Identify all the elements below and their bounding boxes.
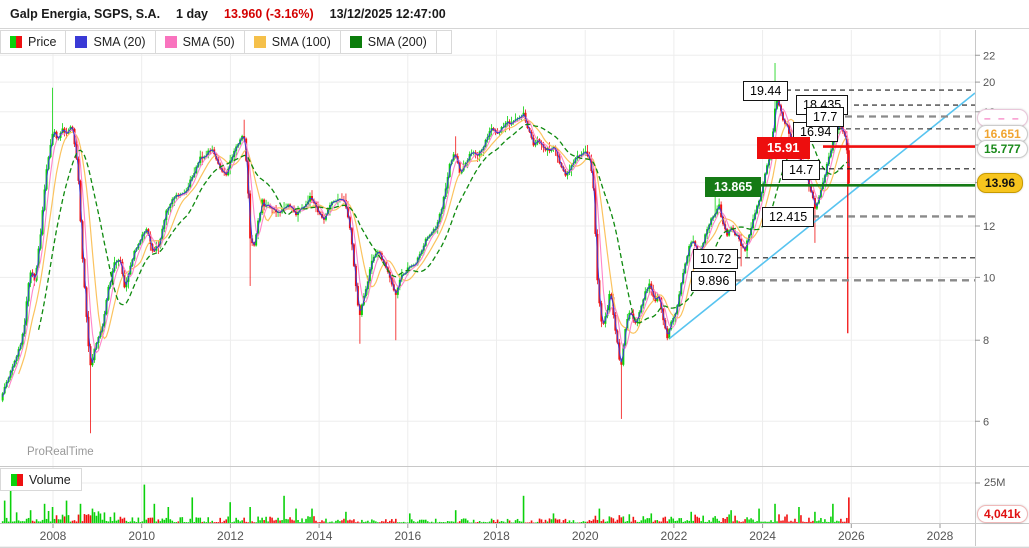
legend-item-sma-50[interactable]: SMA (50) <box>155 30 245 54</box>
level-annotation-19-44[interactable]: 19.44 <box>743 81 789 101</box>
year-tick-label: 2012 <box>217 529 244 543</box>
timeframe-label[interactable]: 1 day <box>176 7 209 21</box>
indicator-legend-row: Price SMA (20) SMA (50) SMA (100) SMA (200) <box>0 30 452 54</box>
legend-item-sma-200[interactable]: SMA (200) <box>340 30 437 54</box>
volume-scale-label: 25M <box>984 477 1006 489</box>
sma200-value-badge: 15.777 <box>977 140 1028 158</box>
year-tick-label: 2020 <box>572 529 599 543</box>
quote-datetime: 13/12/2025 12:47:00 <box>329 7 446 21</box>
price-icon <box>10 36 22 48</box>
current-volume-badge: 4,041k <box>977 505 1028 523</box>
level-lines <box>668 89 976 340</box>
year-tick-label: 2010 <box>128 529 155 543</box>
legend-item-sma-20[interactable]: SMA (20) <box>66 30 156 54</box>
level-annotation-15-91[interactable]: 15.91 <box>757 137 810 159</box>
watermark: ProRealTime <box>27 446 94 458</box>
legend-item-label: SMA (20) <box>93 35 146 49</box>
price-tick-label: 22 <box>983 50 995 62</box>
year-tick-label: 2028 <box>927 529 954 543</box>
level-annotation-10-72[interactable]: 10.72 <box>693 249 739 269</box>
year-tick-label: 2016 <box>394 529 421 543</box>
level-annotation-17-7[interactable]: 17.7 <box>806 107 845 127</box>
volume-legend[interactable]: Volume <box>0 468 82 491</box>
year-tick-label: 2026 <box>838 529 865 543</box>
instrument-title: Galp Energia, SGPS, S.A. <box>10 7 161 21</box>
level-annotation-12-415[interactable]: 12.415 <box>762 207 815 227</box>
price-tick-label: 10 <box>983 272 995 284</box>
level-annotation-9-896[interactable]: 9.896 <box>691 271 737 291</box>
axes-layer: 2220181614121086200820102012201420162018… <box>0 30 1029 548</box>
year-tick-label: 2024 <box>749 529 776 543</box>
price-tick-label: 8 <box>983 335 989 347</box>
legend-item-price[interactable]: Price <box>0 30 67 54</box>
volume-icon <box>11 473 23 486</box>
legend-item-label: SMA (200) <box>367 35 427 49</box>
price-tick-label: 12 <box>983 221 995 233</box>
year-tick-label: 2008 <box>40 529 67 543</box>
sma-line-icon <box>253 36 266 48</box>
year-tick-label: 2014 <box>306 529 333 543</box>
sma-line-icon <box>164 36 177 48</box>
volume-legend-label: Volume <box>29 472 71 487</box>
volume-bars <box>1 484 850 524</box>
level-annotation-14-7[interactable]: 14.7 <box>782 160 821 180</box>
legend-item-label: SMA (50) <box>182 35 235 49</box>
last-price-badge: 13.96 <box>977 173 1024 193</box>
year-tick-label: 2022 <box>661 529 688 543</box>
year-tick-label: 2018 <box>483 529 510 543</box>
legend-stub-cell <box>436 30 452 54</box>
legend-item-label: SMA (100) <box>271 35 331 49</box>
header-bar: Galp Energia, SGPS, S.A. 1 day 13.960 (-… <box>0 0 1029 29</box>
legend-item-sma-100[interactable]: SMA (100) <box>244 30 341 54</box>
legend-item-label: Price <box>28 35 57 49</box>
sma-line-icon <box>349 36 362 48</box>
level-annotation-13-865[interactable]: 13.865 <box>705 177 762 197</box>
sma-line-icon <box>75 36 88 48</box>
last-price-change: 13.960 (-3.16%) <box>224 7 314 21</box>
price-tick-label: 20 <box>983 77 995 89</box>
price-tick-label: 6 <box>983 416 989 428</box>
